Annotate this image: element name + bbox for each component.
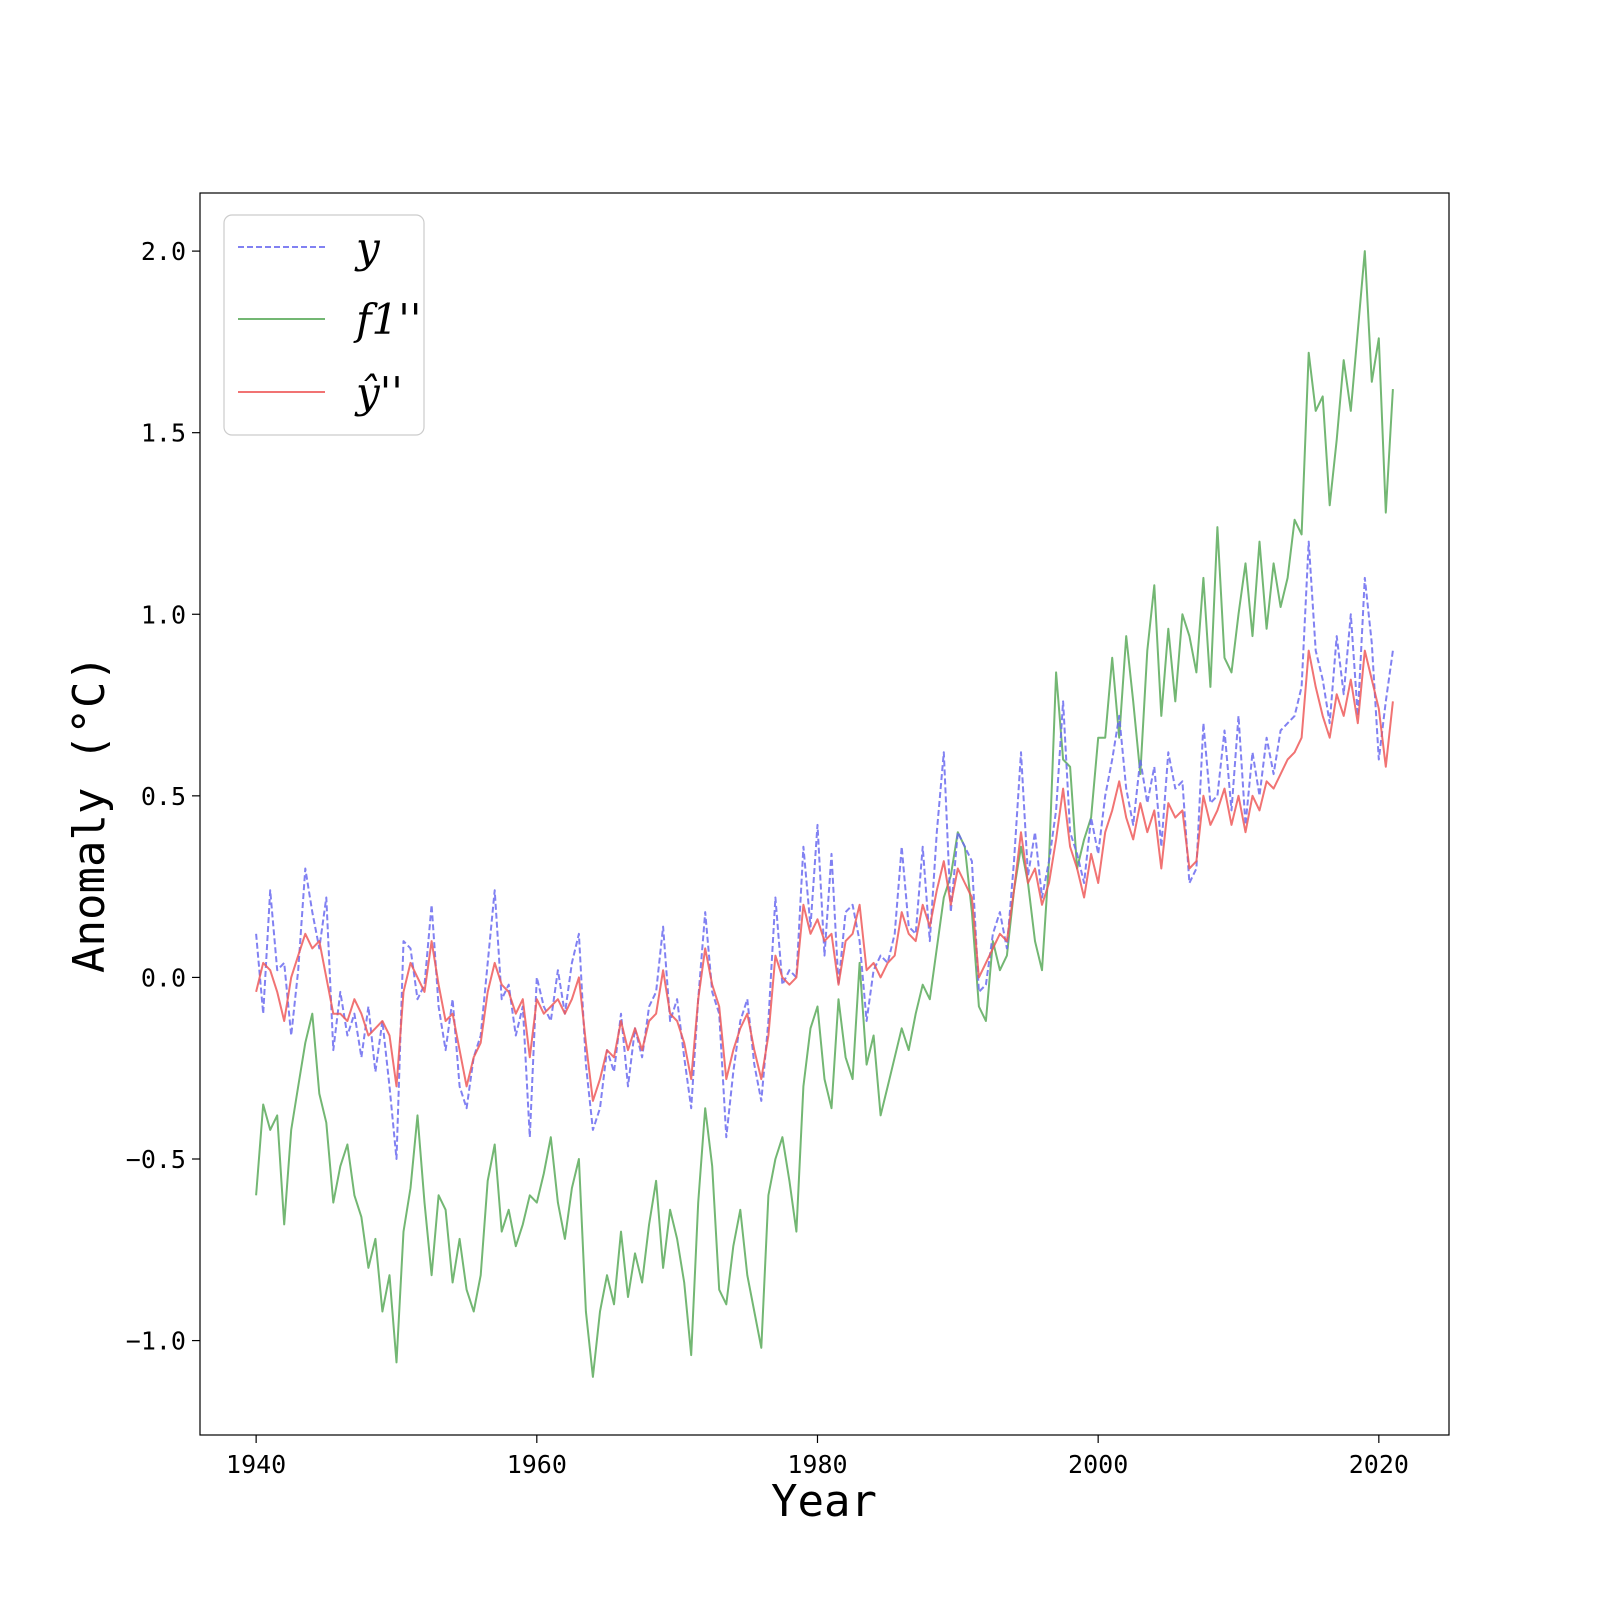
axes-frame bbox=[199, 192, 1450, 1436]
y-tick-label: 1.5 bbox=[141, 419, 186, 448]
series-line-y bbox=[255, 540, 1394, 1160]
y-tick-label: 2.0 bbox=[141, 237, 186, 266]
legend-label-y: y bbox=[354, 223, 381, 272]
legend-label-yhat: ŷ'' bbox=[354, 368, 403, 417]
x-tick-label: 2000 bbox=[1068, 1450, 1128, 1479]
legend-frame bbox=[223, 214, 425, 436]
y-tick-label: 0.5 bbox=[141, 782, 186, 811]
series-layer bbox=[255, 250, 1394, 1378]
y-axis-title: Anomaly (°C) bbox=[64, 655, 115, 973]
x-tick-label: 1980 bbox=[787, 1450, 847, 1479]
y-axis-ticks: −1.0 −0.5 0.0 0.5 1.0 1.5 2.0 bbox=[126, 237, 200, 1356]
x-axis-ticks: 1940 1960 1980 2000 2020 bbox=[226, 1435, 1409, 1479]
legend: y f1'' ŷ'' bbox=[223, 214, 425, 436]
y-tick-label: −1.0 bbox=[126, 1327, 186, 1356]
x-tick-label: 1940 bbox=[226, 1450, 286, 1479]
legend-label-f1: f1'' bbox=[353, 295, 421, 344]
y-tick-label: 1.0 bbox=[141, 600, 186, 629]
x-tick-label: 2020 bbox=[1349, 1450, 1409, 1479]
y-tick-label: 0.0 bbox=[141, 963, 186, 992]
y-tick-label: −0.5 bbox=[126, 1145, 186, 1174]
x-tick-label: 1960 bbox=[507, 1450, 567, 1479]
series-line-yhat bbox=[255, 649, 1394, 1102]
x-axis-title: Year bbox=[771, 1476, 877, 1527]
series-line-f1 bbox=[255, 250, 1394, 1378]
